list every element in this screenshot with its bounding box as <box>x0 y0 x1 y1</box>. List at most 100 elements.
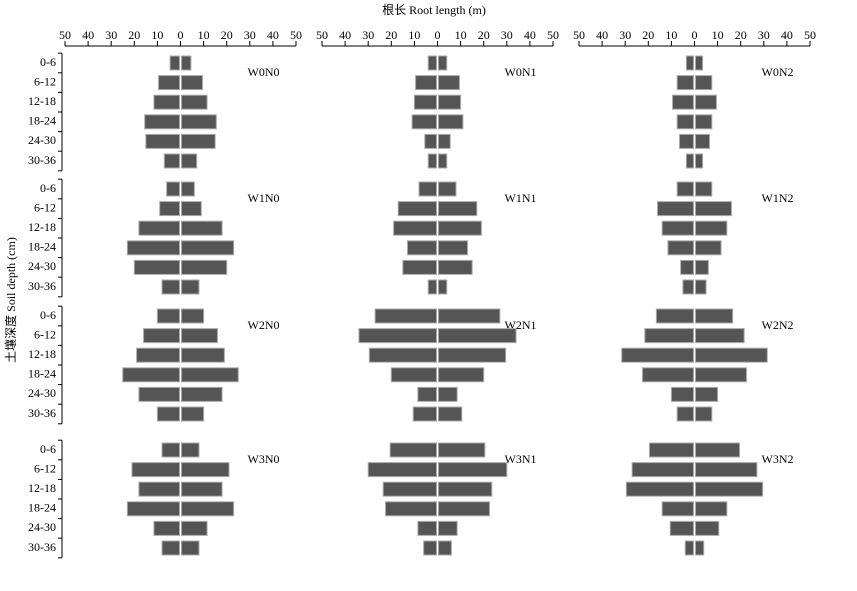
x-tick-label: 10 <box>712 28 724 42</box>
bar-right <box>695 55 704 71</box>
bar-right <box>438 55 448 71</box>
bar-right <box>695 220 728 236</box>
bar-right <box>181 94 208 110</box>
bar-left <box>669 520 694 536</box>
bar-left <box>138 220 180 236</box>
bar-right <box>438 386 458 402</box>
bar-left <box>417 386 437 402</box>
bar-right <box>438 259 473 275</box>
y-tick-label: 18-24 <box>28 240 56 254</box>
bar-left <box>676 406 694 422</box>
bar-left <box>676 114 694 130</box>
y-tick-label: 0-6 <box>40 442 56 456</box>
y-tick-label: 24-30 <box>28 386 56 400</box>
bar-left <box>625 481 694 497</box>
bar-right <box>695 328 745 344</box>
y-axis-title: 土壤深度 Soil depth (cm) <box>3 237 18 363</box>
bar-right <box>438 520 458 536</box>
bar-right <box>181 308 205 324</box>
bar-left <box>169 55 180 71</box>
x-tick-label: 0 <box>435 28 441 42</box>
y-tick-label: 24-30 <box>28 133 56 147</box>
y-tick-label: 24-30 <box>28 520 56 534</box>
x-tick-label: 0 <box>178 28 184 42</box>
bar-right <box>181 279 200 295</box>
bar-left <box>423 540 438 556</box>
x-tick-label: 50 <box>316 28 328 42</box>
bar-left <box>161 279 181 295</box>
bar-right <box>438 114 464 130</box>
bar-right <box>181 75 203 91</box>
bar-left <box>156 406 180 422</box>
bar-right <box>695 201 732 217</box>
bar-left <box>631 462 695 478</box>
bar-left <box>402 259 438 275</box>
bar-left <box>126 501 181 517</box>
x-tick-label: 40 <box>267 28 279 42</box>
bar-left <box>684 540 695 556</box>
bar-left <box>161 442 181 458</box>
bar-left <box>390 367 437 383</box>
x-tick-label: 10 <box>408 28 420 42</box>
bar-right <box>438 279 448 295</box>
y-tick-label: 6-12 <box>34 200 56 214</box>
bar-left <box>648 442 695 458</box>
x-tick-label: 10 <box>665 28 677 42</box>
x-tick-label: 10 <box>151 28 163 42</box>
bar-left <box>417 520 437 536</box>
bar-left <box>427 55 438 71</box>
bar-right <box>695 240 722 256</box>
y-tick-label: 12-18 <box>28 94 56 108</box>
x-tick-label: 40 <box>596 28 608 42</box>
x-tick-label: 10 <box>198 28 210 42</box>
bar-right <box>438 347 507 363</box>
bar-right <box>181 133 216 149</box>
bar-left <box>657 201 694 217</box>
bar-left <box>374 308 438 324</box>
x-tick-label: 20 <box>128 28 140 42</box>
bar-right <box>695 501 728 517</box>
bar-right <box>181 55 192 71</box>
bar-right <box>181 328 218 344</box>
bar-left <box>136 347 180 363</box>
bar-right <box>438 133 451 149</box>
x-tick-label: 30 <box>105 28 117 42</box>
x-tick-label: 20 <box>221 28 233 42</box>
panel-label: W3N1 <box>505 452 537 466</box>
x-tick-label: 40 <box>524 28 536 42</box>
panel-label: W2N2 <box>762 318 794 332</box>
x-tick-label: 20 <box>478 28 490 42</box>
bar-right <box>695 481 764 497</box>
panel-label: W3N2 <box>762 452 794 466</box>
bar-right <box>438 501 490 517</box>
bar-left <box>131 462 181 478</box>
y-tick-label: 30-36 <box>28 279 56 293</box>
bar-left <box>676 75 694 91</box>
bar-right <box>438 153 448 169</box>
bar-right <box>438 540 452 556</box>
bar-left <box>389 442 437 458</box>
y-tick-label: 24-30 <box>28 259 56 273</box>
bar-right <box>695 75 713 91</box>
bar-left <box>680 259 695 275</box>
bar-left <box>661 501 694 517</box>
x-tick-label: 50 <box>804 28 816 42</box>
y-tick-label: 6-12 <box>34 461 56 475</box>
bar-left <box>406 240 438 256</box>
bar-right <box>695 347 768 363</box>
panel-label: W0N2 <box>762 65 794 79</box>
bar-left <box>163 153 181 169</box>
x-tick-label: 0 <box>692 28 698 42</box>
bar-left <box>144 114 181 130</box>
x-tick-label: 20 <box>642 28 654 42</box>
bar-right <box>181 501 235 517</box>
y-tick-label: 12-18 <box>28 220 56 234</box>
bar-left <box>415 75 437 91</box>
x-tick-label: 50 <box>573 28 585 42</box>
x-tick-label: 30 <box>501 28 513 42</box>
bar-left <box>153 520 180 536</box>
bar-left <box>685 55 694 71</box>
bar-left <box>672 94 694 110</box>
bar-left <box>133 259 181 275</box>
